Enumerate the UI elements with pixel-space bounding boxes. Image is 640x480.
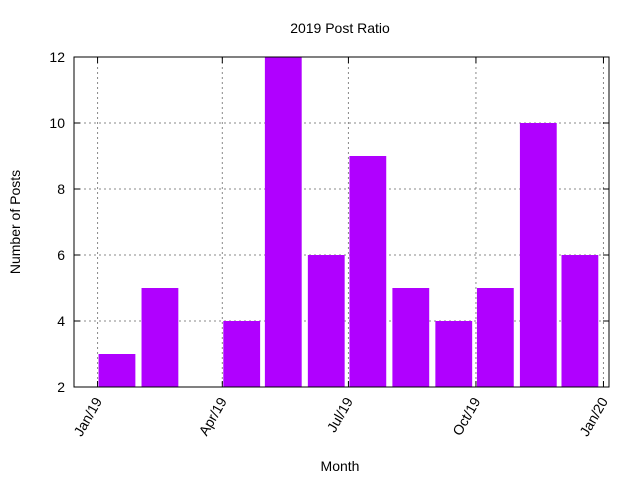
plot-frame bbox=[73, 56, 610, 388]
y-tick-label: 6 bbox=[57, 247, 65, 263]
x-tick-label: Jan/20 bbox=[576, 394, 611, 439]
bar-2019-02 bbox=[141, 288, 179, 387]
bar-2019-04 bbox=[223, 321, 261, 387]
y-axis-label: Number of Posts bbox=[7, 170, 23, 274]
bar-2019-05 bbox=[264, 57, 302, 387]
chart-title: 2019 Post Ratio bbox=[290, 20, 390, 36]
y-tick-label: 12 bbox=[49, 49, 65, 65]
grid-lines bbox=[74, 57, 609, 387]
bars bbox=[98, 57, 599, 387]
bar-2019-09 bbox=[435, 321, 473, 387]
bar-2019-01 bbox=[98, 354, 136, 387]
y-tick-label: 8 bbox=[57, 181, 65, 197]
x-tick-label: Oct/19 bbox=[449, 394, 484, 438]
y-tick-label: 2 bbox=[57, 379, 65, 395]
bar-2019-12 bbox=[561, 255, 599, 387]
bar-2019-06 bbox=[307, 255, 345, 387]
bar-2019-10 bbox=[476, 288, 514, 387]
x-tick-label: Jul/19 bbox=[323, 394, 356, 435]
bar-2019-08 bbox=[392, 288, 430, 387]
bar-2019-07 bbox=[349, 156, 387, 387]
y-tick-label: 4 bbox=[57, 313, 65, 329]
x-axis-label: Month bbox=[321, 458, 360, 474]
y-tick-label: 10 bbox=[49, 115, 65, 131]
bar-2019-11 bbox=[519, 123, 557, 387]
x-tick-label: Jan/19 bbox=[70, 394, 105, 439]
y-axis: 2 4 6 8 10 12 bbox=[49, 49, 609, 395]
x-tick-label: Apr/19 bbox=[195, 394, 230, 438]
